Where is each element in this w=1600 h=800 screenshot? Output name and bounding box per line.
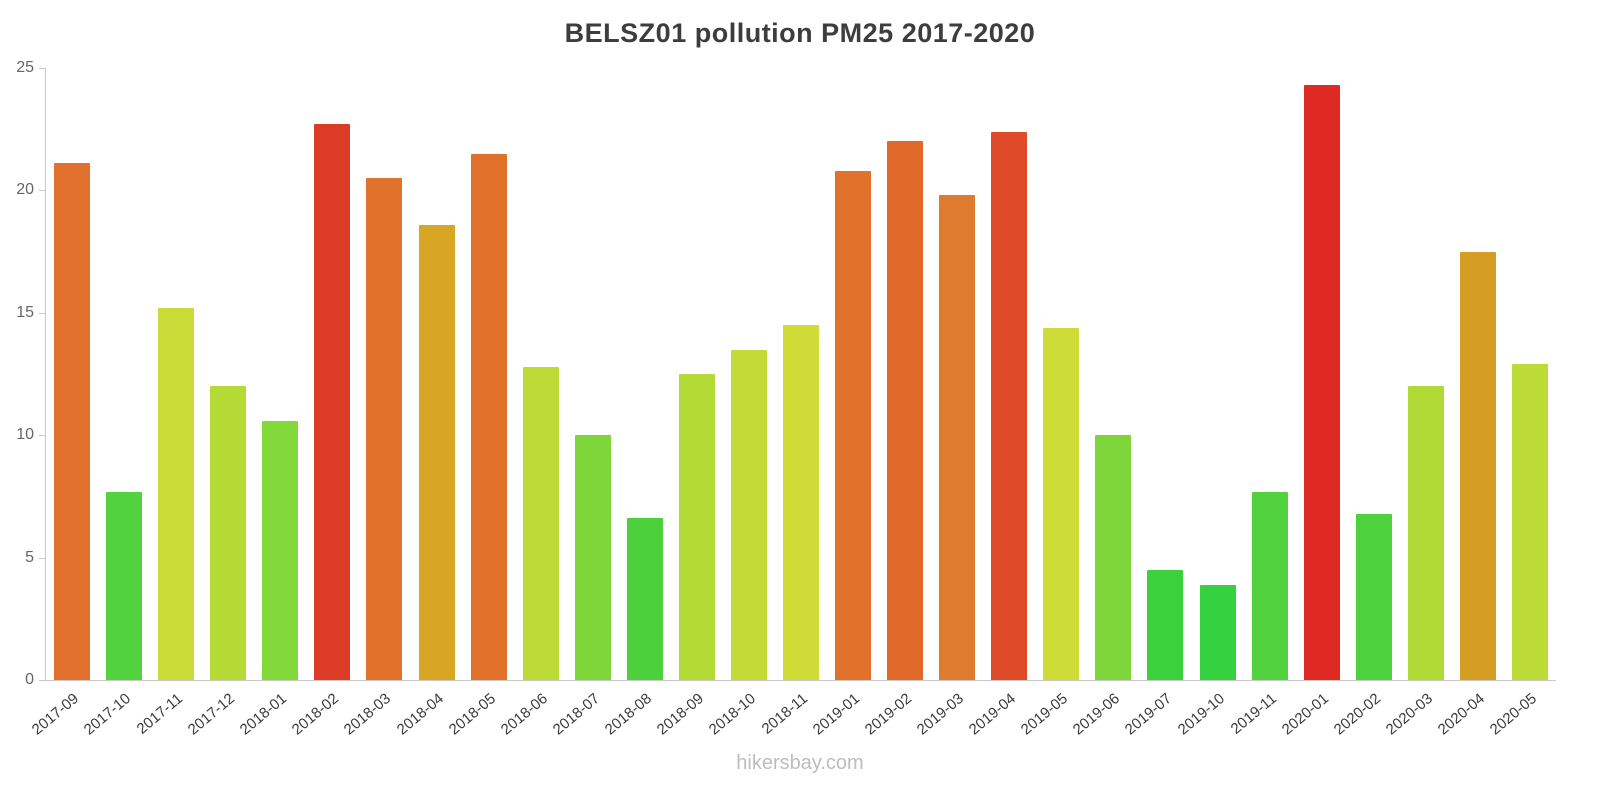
y-axis-tick-mark	[39, 68, 45, 69]
bar	[1355, 513, 1392, 680]
bar	[366, 178, 403, 680]
bar	[991, 131, 1028, 680]
bar	[158, 307, 195, 680]
chart-title: BELSZ01 pollution PM25 2017-2020	[564, 18, 1036, 48]
y-axis-tick-label: 0	[25, 671, 34, 688]
bar	[678, 374, 715, 680]
bar	[418, 224, 455, 680]
bar	[1407, 386, 1444, 680]
y-axis-tick-mark	[39, 435, 45, 437]
bar	[210, 386, 247, 680]
bar	[1095, 435, 1132, 680]
y-axis-tick-label: 20	[16, 181, 34, 199]
y-axis-tick-mark	[39, 557, 45, 559]
bar	[1511, 364, 1548, 680]
bar	[314, 124, 351, 680]
y-axis-tick-mark	[39, 190, 45, 192]
bar	[1199, 584, 1236, 680]
bar	[1043, 327, 1080, 680]
y-axis-tick-label: 15	[16, 303, 34, 321]
bar	[783, 325, 819, 680]
y-axis-tick-label: 25	[16, 59, 34, 76]
y-axis-tick-label: 5	[25, 548, 34, 566]
watermark-link[interactable]: hikersbay.com	[736, 752, 864, 774]
bar	[1251, 491, 1288, 680]
bar	[106, 491, 143, 680]
y-axis-tick-mark	[39, 680, 45, 681]
bar	[470, 153, 507, 680]
bar	[939, 195, 976, 680]
bar	[54, 163, 91, 680]
bar	[522, 366, 559, 680]
bar	[262, 420, 299, 680]
plot-area	[45, 68, 1556, 681]
bar	[1459, 251, 1496, 680]
bar	[835, 170, 872, 680]
bar	[730, 349, 767, 680]
y-axis-tick-label: 10	[16, 426, 34, 444]
bar	[1303, 85, 1340, 680]
bar	[626, 518, 663, 680]
bar	[1147, 569, 1184, 680]
bar	[574, 435, 611, 680]
y-axis-tick-mark	[39, 312, 45, 314]
bar	[887, 141, 924, 680]
